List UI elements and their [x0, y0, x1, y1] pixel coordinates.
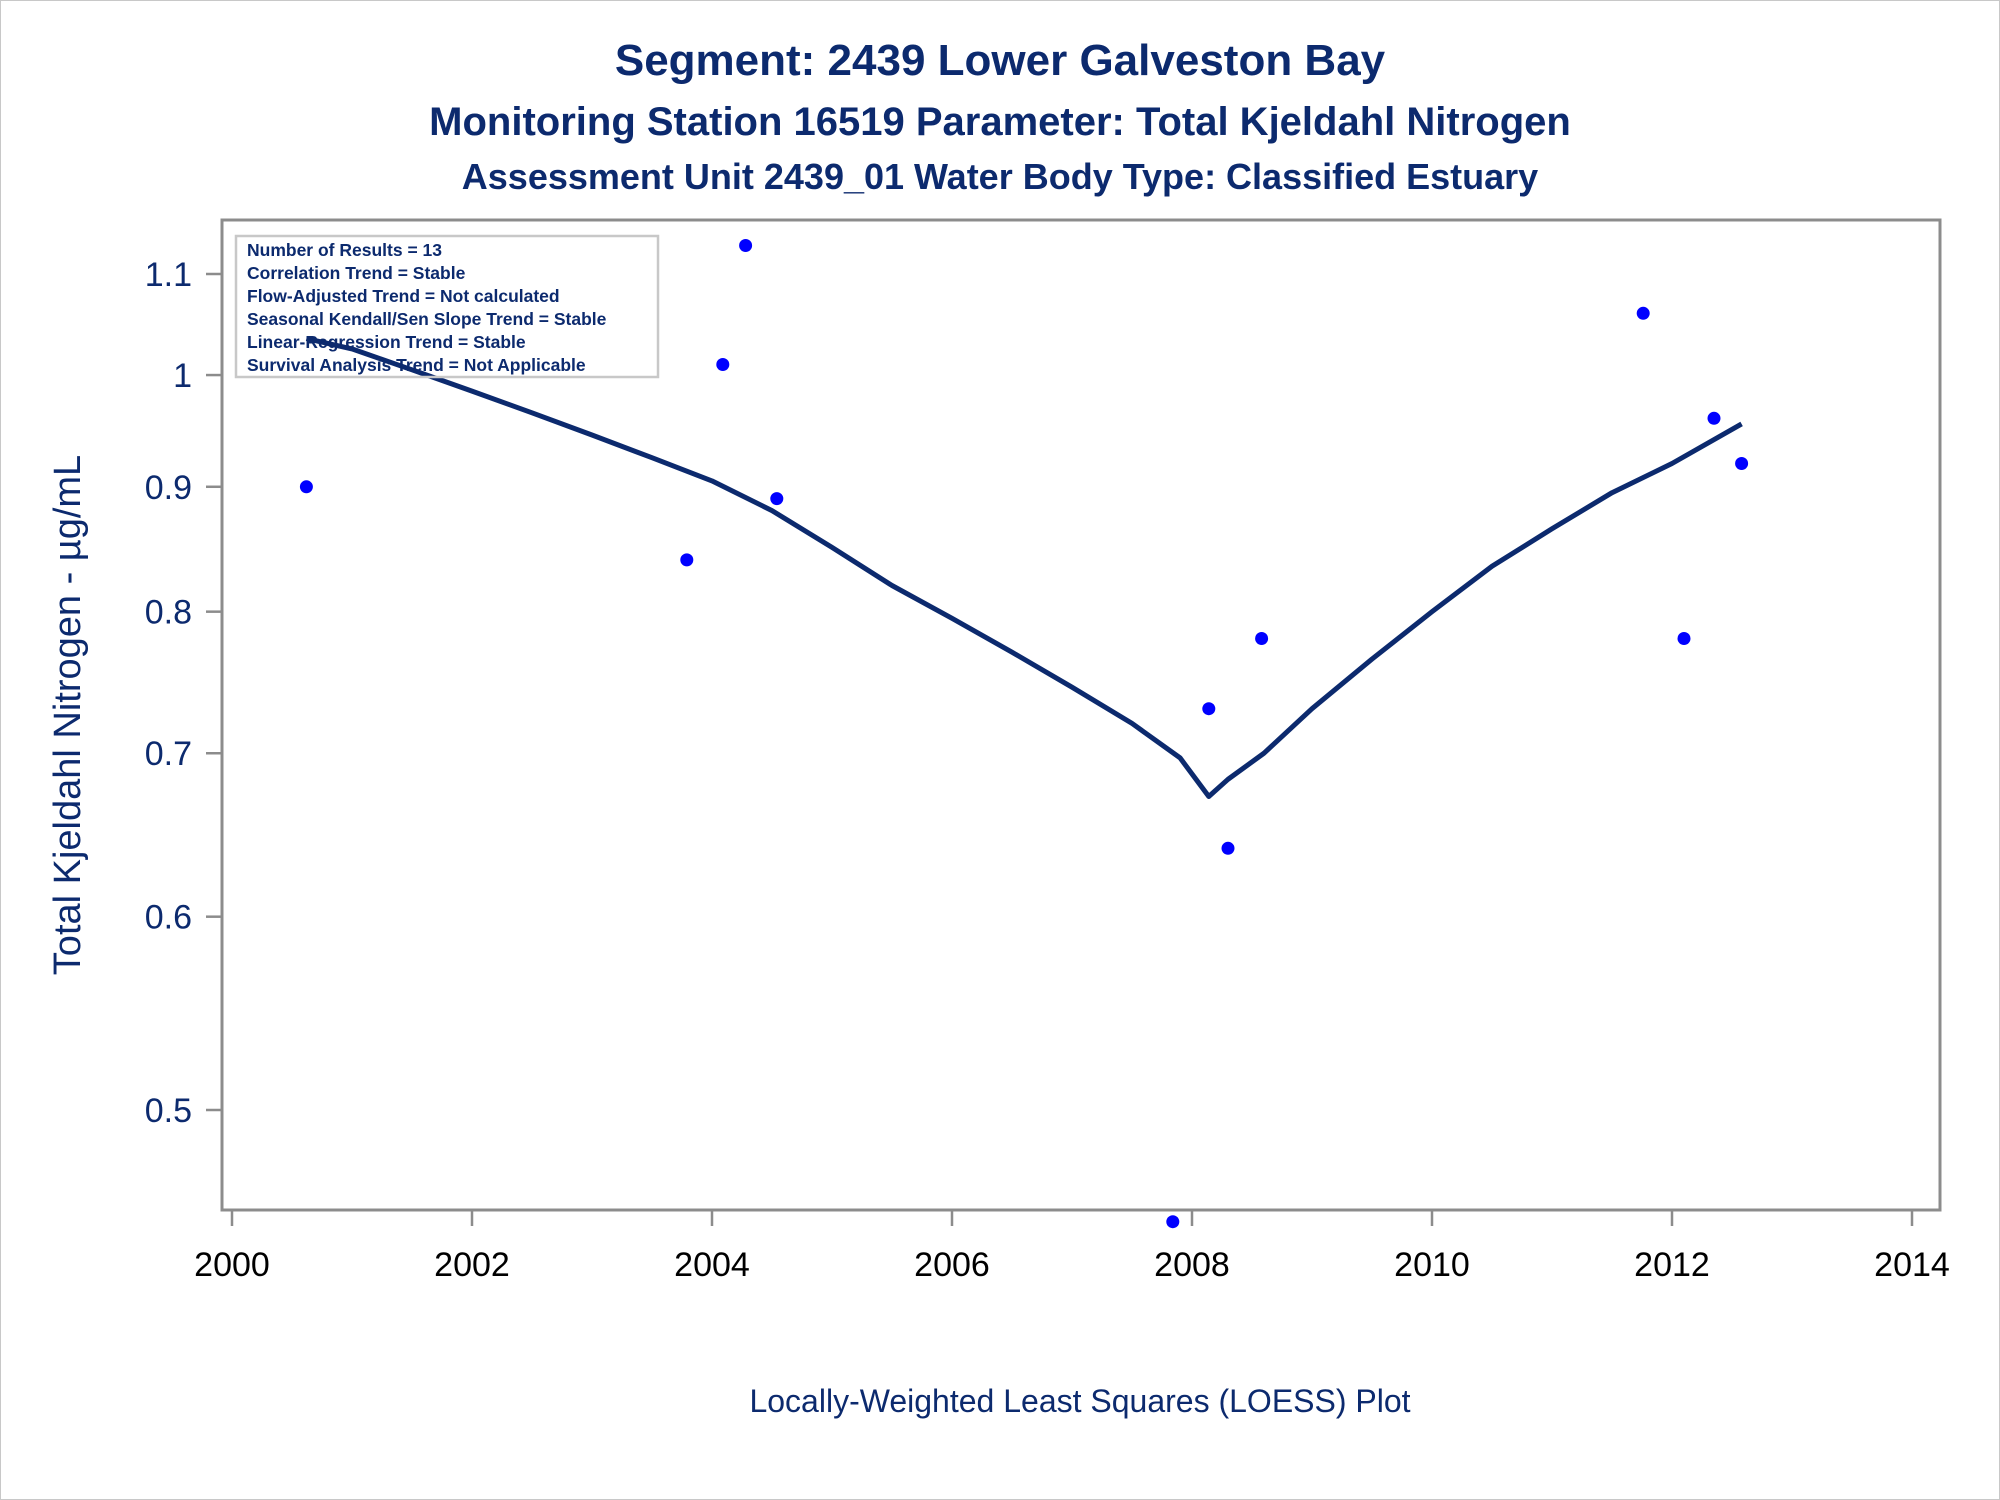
y-axis-label: Total Kjeldahl Nitrogen - µg/mL — [47, 455, 89, 975]
footnote: Locally-Weighted Least Squares (LOESS) P… — [749, 1383, 1410, 1419]
data-point — [1255, 632, 1269, 645]
plot-area — [220, 218, 1942, 1212]
y-tick-label: 1.1 — [145, 256, 192, 294]
data-point — [739, 239, 753, 252]
x-tick-label: 2010 — [1394, 1246, 1470, 1284]
chart-subtitle-assessment: Assessment Unit 2439_01 Water Body Type:… — [461, 156, 1539, 197]
data-point — [1707, 411, 1721, 425]
data-point — [299, 480, 313, 494]
data-point — [1166, 1215, 1180, 1229]
stats-line: Flow-Adjusted Trend = Not calculated — [247, 286, 560, 306]
loess-line — [305, 336, 1743, 799]
x-tick-label: 2000 — [194, 1246, 270, 1284]
y-tick-label: 0.8 — [145, 594, 192, 632]
chart-title: Segment: 2439 Lower Galveston Bay — [614, 36, 1386, 85]
x-tick-label: 2002 — [434, 1246, 510, 1284]
y-tick-label: 0.7 — [145, 735, 192, 773]
stats-line: Number of Results = 13 — [247, 240, 442, 260]
data-point — [716, 358, 730, 371]
stats-box-border — [234, 234, 660, 379]
y-axis: 0.5 0.6 0.7 0.8 0.9 1 1.1 — [145, 256, 222, 1130]
x-tick-label: 2004 — [674, 1246, 750, 1284]
stats-line: Seasonal Kendall/Sen Slope Trend = Stabl… — [247, 309, 607, 329]
stats-line: Linear-Regression Trend = Stable — [247, 332, 526, 352]
chart-subtitle-station: Monitoring Station 16519 Parameter: Tota… — [429, 100, 1571, 144]
x-tick-label: 2012 — [1634, 1246, 1710, 1284]
stats-line: Correlation Trend = Stable — [247, 263, 466, 283]
x-tick-label: 2006 — [914, 1246, 990, 1284]
data-point — [1677, 632, 1691, 645]
y-tick-label: 0.6 — [145, 899, 192, 937]
data-point — [1735, 457, 1749, 470]
x-tick-label: 2008 — [1154, 1246, 1230, 1284]
y-tick-label: 0.5 — [145, 1092, 192, 1130]
data-points — [299, 239, 1749, 1229]
x-tick-label: 2014 — [1874, 1246, 1950, 1284]
y-tick-label: 0.9 — [145, 469, 192, 507]
data-point — [770, 492, 784, 506]
data-point — [1202, 702, 1216, 716]
x-axis: 2000 2002 2004 2006 2008 2010 2012 2014 — [194, 1210, 1950, 1284]
stats-line: Survival Analysis Trend = Not Applicable — [247, 355, 586, 375]
data-point — [1221, 841, 1235, 855]
y-tick-label: 1 — [173, 357, 192, 395]
data-point — [1636, 306, 1650, 320]
stats-box: Number of Results = 13 Correlation Trend … — [234, 234, 660, 379]
data-point — [680, 553, 694, 567]
